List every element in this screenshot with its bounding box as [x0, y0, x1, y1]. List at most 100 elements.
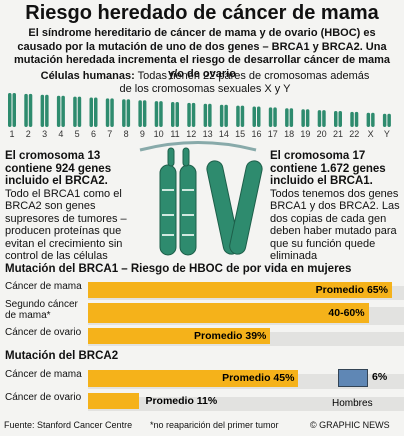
chart-title: Mutación del BRCA1 – Riesgo de HBOC de p… [5, 263, 352, 275]
chromosome [61, 95, 65, 127]
chromosome-label: X [367, 129, 374, 139]
bar [88, 328, 271, 344]
chromosome [366, 112, 371, 127]
chromosome [122, 99, 126, 127]
chromosome-label: 16 [251, 129, 262, 139]
chromosome-label: 21 [332, 129, 343, 139]
bands [162, 189, 194, 236]
chromosome [252, 106, 256, 127]
chromosome [273, 107, 277, 127]
chromosome [224, 104, 228, 127]
chromosome-label: 22 [349, 129, 360, 139]
chromosome [8, 93, 12, 127]
chromosome-label: 10 [153, 129, 164, 139]
chromosome [138, 100, 142, 127]
bar [88, 282, 392, 298]
category-label: Cáncer de ovario [5, 327, 82, 338]
credit: © GRAPHIC NEWS [310, 420, 390, 430]
value-label: 40-60% [328, 307, 365, 319]
category-label: Cáncer de mama [5, 369, 82, 380]
chromosome [142, 100, 147, 127]
chromosome-label: 19 [300, 129, 311, 139]
value-label: Promedio 39% [194, 330, 267, 342]
chromosome [191, 102, 196, 127]
chromosome-label: 5 [74, 129, 80, 139]
category-label: Cáncer de ovario [5, 392, 82, 403]
bar [88, 303, 369, 323]
chromosome [338, 111, 342, 127]
chromosome [257, 106, 261, 127]
chromosome-label: 12 [186, 129, 197, 139]
source: Fuente: Stanford Cancer Centre [4, 420, 133, 430]
heading: El cromosoma 13 contiene 924 genes inclu… [5, 150, 112, 187]
chromosome-label: 7 [107, 129, 113, 139]
bar [338, 369, 369, 387]
chromosome-label: Y [383, 129, 390, 139]
chromosome [94, 97, 98, 127]
chromosome [285, 108, 289, 127]
chromosome [219, 104, 224, 127]
chromosome [187, 102, 191, 127]
chromosome-label: 2 [25, 129, 31, 139]
legend-label: Hombres [332, 398, 373, 409]
chromosome [126, 99, 131, 127]
chromosome [12, 93, 16, 127]
chromosome [354, 111, 359, 127]
chromosome [56, 95, 61, 127]
chromosome [317, 110, 322, 127]
chromosome [89, 97, 93, 127]
text: Todo el BRCA1 como el BRCA2 son genes su… [5, 187, 127, 263]
bar-shadow [88, 397, 404, 411]
chromosome [289, 108, 294, 127]
chromosome [45, 94, 49, 127]
chromosome-label: 14 [218, 129, 229, 139]
large-chromosomes [159, 147, 263, 256]
chromosome [73, 96, 77, 127]
chromosome [171, 102, 175, 127]
chromosome [322, 110, 326, 127]
chromosome [268, 107, 273, 127]
chromosome-label: 9 [139, 129, 145, 139]
chromosome [154, 101, 159, 127]
value-label: Promedio 45% [222, 372, 295, 384]
note: *no reaparición del primer tumor [150, 420, 279, 430]
chromosome-label: 13 [202, 129, 213, 139]
chr17: El cromosoma 17 contiene 1.672 genes inc… [270, 150, 402, 263]
chromosome [387, 113, 391, 127]
human-cells: Células humanas: Todas tienen 22 pares d… [40, 70, 370, 96]
intro: El síndrome hereditario de cáncer de mam… [14, 27, 390, 80]
text: Todos tenemos dos genes BRCA1 y dos BRCA… [270, 187, 400, 263]
chromosome-label: 1 [9, 129, 15, 139]
chromosome [350, 111, 354, 127]
chromosome-label: 4 [58, 129, 64, 139]
chromosome-label: 11 [170, 129, 180, 139]
chromosome [240, 105, 245, 127]
chromosome-label: 18 [284, 129, 295, 139]
chromosome [24, 93, 28, 127]
chromosome [77, 96, 82, 127]
title: Riesgo heredado de cáncer de mama [25, 2, 379, 24]
value-label: Promedio 65% [315, 284, 388, 296]
chromosome [208, 103, 212, 127]
chromosome [159, 101, 163, 127]
category-label: Segundo cáncer de mama* [5, 299, 78, 321]
category-label: Cáncer de mama [5, 281, 82, 292]
chart-title: Mutación del BRCA2 [5, 350, 119, 362]
chromosome-label: 15 [235, 129, 246, 139]
chromosome-label: 3 [42, 129, 48, 139]
heading: El cromosoma 17 contiene 1.672 genes inc… [270, 150, 386, 187]
label: Células humanas: [40, 70, 135, 82]
chromosome [40, 94, 45, 127]
chromosome [105, 98, 110, 127]
chromosome [203, 103, 208, 127]
chromosome [28, 93, 33, 127]
centromere-arc [139, 141, 257, 152]
chromosome [301, 109, 305, 127]
chromosome-label: 8 [123, 129, 129, 139]
chromosome [371, 112, 375, 127]
chromosome [110, 98, 114, 127]
chromosome [236, 105, 240, 127]
chromosome-label: 6 [90, 129, 96, 139]
